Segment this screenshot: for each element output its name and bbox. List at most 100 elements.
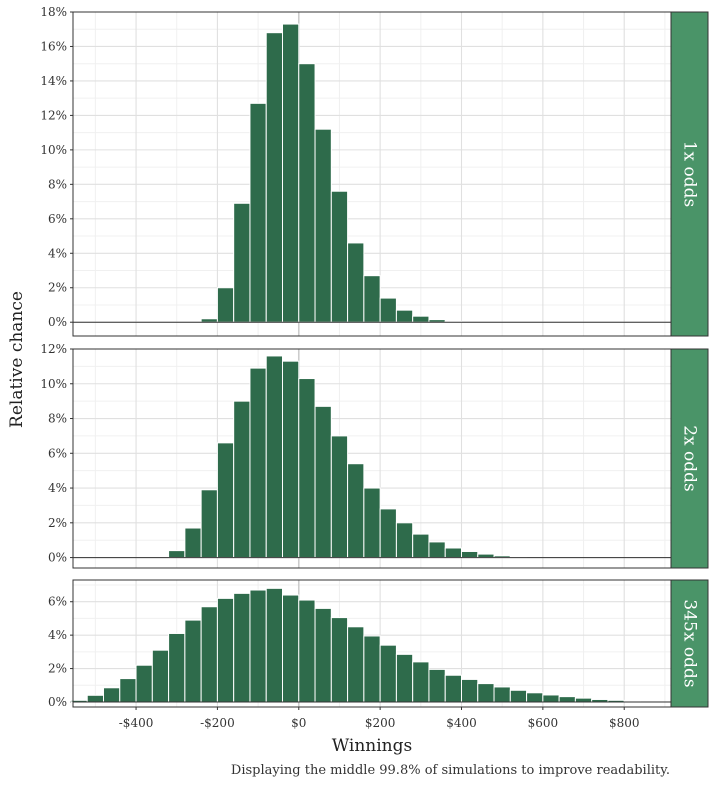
y-tick-label: 0% bbox=[48, 695, 67, 709]
y-tick-label: 10% bbox=[40, 377, 67, 391]
histogram-bar bbox=[395, 653, 414, 703]
histogram-bar bbox=[200, 606, 218, 703]
histogram-bar bbox=[249, 367, 267, 559]
histogram-bar bbox=[265, 355, 284, 559]
histogram-bar bbox=[249, 102, 267, 323]
histogram-bar bbox=[330, 435, 349, 559]
y-tick-label: 4% bbox=[48, 628, 67, 642]
histogram-bar bbox=[395, 522, 414, 559]
histogram-bar bbox=[233, 202, 251, 323]
histogram-bar bbox=[460, 550, 479, 559]
x-tick-label: -$400 bbox=[119, 716, 154, 730]
histogram-bar bbox=[460, 678, 479, 703]
y-tick-label: 18% bbox=[40, 5, 67, 19]
histogram-bar bbox=[314, 405, 332, 559]
histogram-bar bbox=[363, 275, 381, 323]
histogram-bar bbox=[526, 692, 544, 703]
histogram-bar bbox=[477, 683, 495, 703]
histogram-bar bbox=[477, 553, 495, 559]
histogram-bar bbox=[200, 318, 218, 323]
facet-strip bbox=[670, 348, 709, 569]
histogram-bar bbox=[379, 508, 397, 559]
facet-strip-label: 1x odds bbox=[680, 141, 700, 208]
histogram-bar bbox=[363, 635, 381, 703]
histogram-bar bbox=[151, 649, 170, 703]
histogram-bar bbox=[298, 378, 316, 559]
histogram-bar bbox=[330, 190, 349, 323]
y-tick-label: 16% bbox=[40, 39, 67, 53]
histogram-bar bbox=[282, 23, 300, 323]
histogram-bar bbox=[282, 594, 300, 703]
histogram-bar bbox=[135, 664, 153, 703]
facet-strip bbox=[670, 579, 709, 708]
y-tick-label: 2% bbox=[48, 516, 67, 530]
histogram-bar bbox=[428, 541, 446, 559]
histogram-bar bbox=[298, 599, 316, 703]
y-tick-label: 0% bbox=[48, 551, 67, 565]
histogram-bar bbox=[314, 607, 332, 703]
histogram-bar bbox=[233, 592, 251, 703]
histogram-bar bbox=[574, 697, 593, 703]
chart-caption: Displaying the middle 99.8% of simulatio… bbox=[230, 763, 670, 778]
x-tick-label: $200 bbox=[365, 716, 396, 730]
histogram-bar bbox=[249, 589, 267, 703]
histogram-bar bbox=[265, 587, 284, 703]
y-tick-label: 8% bbox=[48, 412, 67, 426]
histogram-bar bbox=[86, 694, 105, 703]
y-tick-label: 4% bbox=[48, 246, 67, 260]
histogram-bar bbox=[298, 63, 316, 323]
y-tick-label: 6% bbox=[48, 595, 67, 609]
y-tick-label: 2% bbox=[48, 662, 67, 676]
histogram-bar bbox=[200, 489, 218, 559]
histogram-bar bbox=[330, 617, 349, 703]
histogram-bar bbox=[558, 696, 576, 703]
histogram-bar bbox=[412, 533, 430, 559]
histogram-bar bbox=[233, 400, 251, 559]
histogram-bar bbox=[412, 315, 430, 323]
histogram-bar bbox=[282, 360, 300, 559]
facet-strip bbox=[670, 11, 709, 337]
y-axis-title: Relative chance bbox=[7, 291, 27, 428]
x-tick-label: $800 bbox=[609, 716, 640, 730]
histogram-bar bbox=[395, 309, 414, 323]
histogram-bar bbox=[347, 463, 365, 559]
histogram-bar bbox=[347, 242, 365, 323]
y-tick-label: 0% bbox=[48, 315, 67, 329]
histogram-bar bbox=[184, 619, 202, 703]
histogram-bar bbox=[412, 661, 430, 703]
histogram-bar bbox=[379, 297, 397, 323]
y-tick-label: 6% bbox=[48, 212, 67, 226]
y-tick-label: 12% bbox=[40, 108, 67, 122]
histogram-bar bbox=[347, 626, 365, 703]
histogram-bar bbox=[542, 694, 560, 703]
histogram-bar bbox=[119, 678, 137, 703]
histogram-bar bbox=[444, 674, 462, 703]
y-tick-label: 14% bbox=[40, 74, 67, 88]
x-tick-label: -$200 bbox=[200, 716, 235, 730]
histogram-bar bbox=[184, 527, 202, 559]
y-tick-label: 2% bbox=[48, 281, 67, 295]
histogram-bar bbox=[216, 442, 235, 559]
histogram-bar bbox=[168, 550, 186, 559]
facet-strip-label: 2x odds bbox=[680, 425, 700, 492]
histogram-bar bbox=[444, 547, 462, 559]
x-tick-label: $0 bbox=[291, 716, 306, 730]
x-tick-label: $400 bbox=[446, 716, 477, 730]
x-axis-title: Winnings bbox=[332, 736, 413, 756]
histogram-bar bbox=[428, 668, 446, 703]
facet-strip-label: 345x odds bbox=[680, 599, 700, 687]
histogram-bar bbox=[265, 32, 284, 323]
histogram-bar bbox=[363, 487, 381, 559]
histogram-bar bbox=[493, 686, 511, 703]
histogram-bar bbox=[216, 597, 235, 703]
histogram-bar bbox=[509, 689, 528, 703]
y-tick-label: 6% bbox=[48, 446, 67, 460]
histogram-bar bbox=[216, 287, 235, 323]
histogram-bar bbox=[379, 644, 397, 703]
y-tick-label: 8% bbox=[48, 177, 67, 191]
histogram-bar bbox=[314, 128, 332, 323]
x-tick-label: $600 bbox=[528, 716, 559, 730]
y-tick-label: 10% bbox=[40, 143, 67, 157]
y-tick-label: 4% bbox=[48, 481, 67, 495]
